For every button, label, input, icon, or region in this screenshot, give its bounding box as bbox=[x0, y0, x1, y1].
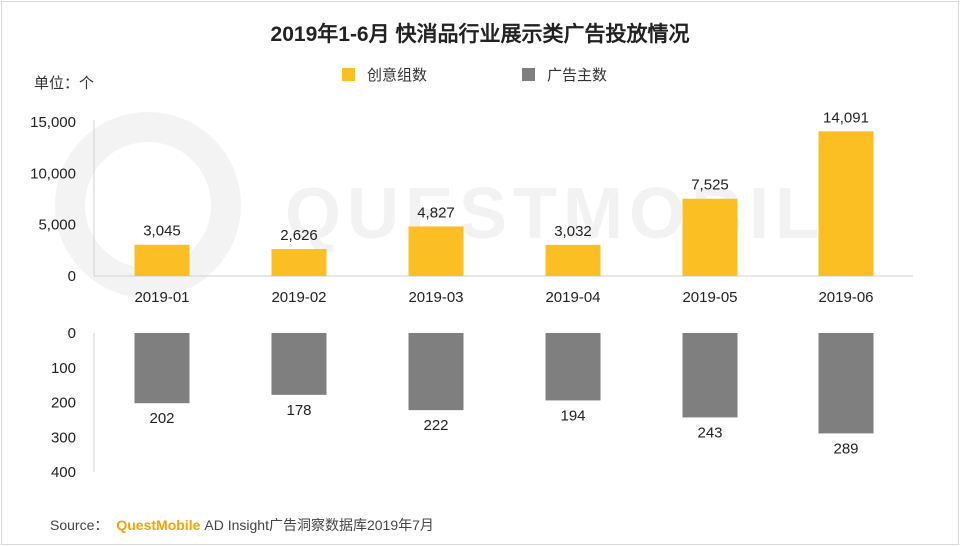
legend-label-creative-groups: 创意组数 bbox=[367, 67, 428, 84]
creative-groups-bar bbox=[682, 198, 738, 276]
category-label: 2019-04 bbox=[545, 289, 600, 306]
bottom-y-tick-label: 0 bbox=[68, 325, 76, 342]
creative-groups-value-label: 3,045 bbox=[143, 223, 181, 240]
bottom-y-tick-label: 200 bbox=[51, 395, 76, 412]
category-label: 2019-06 bbox=[818, 289, 873, 306]
top-y-tick-label: 15,000 bbox=[30, 114, 76, 131]
bottom-bars bbox=[134, 333, 874, 434]
chart-title: 2019年1-6月 快消品行业展示类广告投放情况 bbox=[270, 23, 690, 46]
category-label: 2019-03 bbox=[408, 289, 463, 306]
advertisers-value-label: 222 bbox=[423, 417, 448, 434]
top-y-tick-label: 5,000 bbox=[38, 217, 76, 234]
advertisers-value-label: 178 bbox=[286, 402, 311, 419]
bottom-y-ticks: 0 100 200 300 400 bbox=[51, 325, 76, 481]
bottom-y-tick-label: 400 bbox=[51, 464, 76, 481]
top-y-ticks: 0 5,000 10,000 15,000 bbox=[30, 114, 76, 285]
unit-label: 单位：个 bbox=[34, 75, 95, 92]
advertisers-bar bbox=[134, 333, 190, 404]
creative-groups-value-label: 4,827 bbox=[417, 204, 455, 221]
source-text: AD Insight广告洞察数据库2019年7月 bbox=[204, 517, 434, 533]
legend-label-advertisers: 广告主数 bbox=[547, 67, 608, 84]
creative-groups-value-label: 14,091 bbox=[823, 109, 869, 126]
advertisers-value-label: 194 bbox=[560, 407, 585, 424]
advertisers-bar bbox=[682, 333, 738, 418]
creative-groups-bar bbox=[545, 244, 601, 276]
advertisers-bar bbox=[545, 333, 601, 401]
watermark-logo-icon bbox=[55, 112, 241, 298]
category-label: 2019-05 bbox=[682, 289, 737, 306]
top-bars bbox=[134, 131, 874, 276]
category-labels: 2019-01 2019-02 2019-03 2019-04 2019-05 2019-… bbox=[134, 289, 873, 306]
advertisers-value-label: 289 bbox=[833, 440, 858, 457]
advertisers-bar bbox=[271, 333, 327, 395]
legend-swatch-creative-groups bbox=[342, 68, 355, 81]
top-y-tick-label: 10,000 bbox=[30, 165, 76, 182]
legend-item-advertisers: 广告主数 bbox=[522, 64, 607, 85]
source-note: Source： QuestMobile AD Insight广告洞察数据库201… bbox=[50, 515, 434, 535]
category-label: 2019-02 bbox=[271, 289, 326, 306]
bottom-y-tick-label: 100 bbox=[51, 360, 76, 377]
creative-groups-bar bbox=[408, 226, 464, 276]
bottom-y-tick-label: 300 bbox=[51, 429, 76, 446]
creative-groups-bar bbox=[271, 249, 327, 276]
advertisers-bar bbox=[408, 333, 464, 411]
top-y-tick-label: 0 bbox=[68, 268, 76, 285]
creative-groups-value-label: 3,032 bbox=[554, 223, 592, 240]
watermark-text: QUESTMOBILE bbox=[285, 174, 879, 254]
advertisers-value-label: 202 bbox=[149, 410, 174, 427]
category-label: 2019-01 bbox=[134, 289, 189, 306]
creative-groups-value-label: 2,626 bbox=[280, 227, 318, 244]
advertisers-bar bbox=[818, 333, 874, 434]
top-value-labels: 3,045 2,626 4,827 3,032 7,525 14,091 bbox=[143, 109, 869, 244]
watermark: QUESTMOBILE bbox=[55, 112, 879, 298]
legend-swatch-advertisers bbox=[522, 68, 535, 81]
creative-groups-bar bbox=[134, 244, 190, 276]
creative-groups-value-label: 7,525 bbox=[691, 177, 729, 194]
source-prefix: Source： bbox=[50, 517, 109, 533]
legend-item-creative-groups: 创意组数 bbox=[342, 64, 427, 85]
creative-groups-bar bbox=[818, 131, 874, 276]
source-brand: QuestMobile bbox=[116, 517, 201, 533]
advertisers-value-label: 243 bbox=[697, 424, 722, 441]
bottom-value-labels: 202 178 222 194 243 289 bbox=[149, 402, 858, 458]
